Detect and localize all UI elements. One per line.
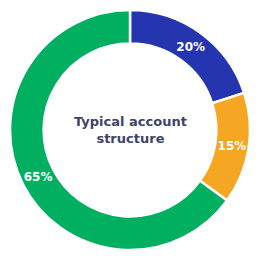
svg-text:Typical accountstructure: Typical accountstructure: [74, 114, 187, 146]
svg-text:65%: 65%: [24, 170, 53, 184]
svg-text:15%: 15%: [218, 139, 247, 153]
svg-text:20%: 20%: [176, 40, 205, 54]
